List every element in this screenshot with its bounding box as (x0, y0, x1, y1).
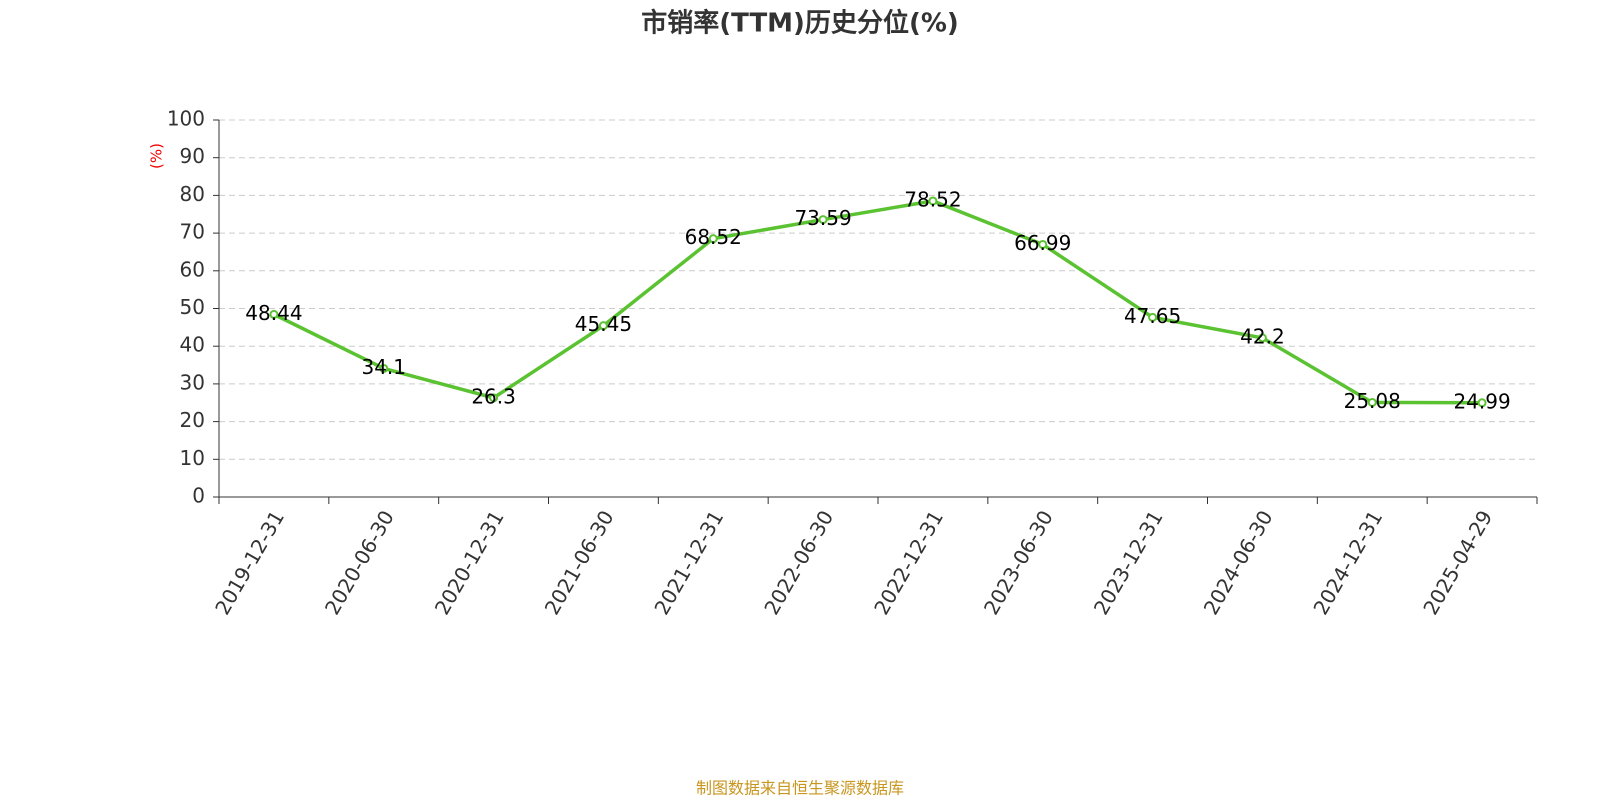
x-tick-label: 2025-04-29 (1418, 506, 1497, 619)
data-label: 24.99 (1453, 389, 1510, 413)
data-point (379, 363, 389, 373)
y-tick-label: 50 (180, 295, 205, 319)
data-label: 73.59 (794, 206, 851, 230)
data-point (1257, 333, 1267, 343)
data-point (1477, 398, 1487, 408)
data-label: 26.3 (471, 384, 516, 408)
data-point (489, 393, 499, 403)
y-tick-label: 100 (167, 107, 205, 131)
data-label: 78.52 (904, 187, 961, 211)
x-tick-label: 2023-06-30 (979, 506, 1058, 619)
y-tick-label: 30 (180, 370, 205, 394)
y-tick-label: 80 (180, 182, 205, 206)
data-label: 66.99 (1014, 231, 1071, 255)
x-tick-label: 2021-06-30 (540, 506, 619, 619)
data-point (928, 196, 938, 206)
data-point (708, 234, 718, 244)
data-label: 47.65 (1124, 304, 1181, 328)
data-point (1038, 239, 1048, 249)
data-label: 45.45 (575, 312, 632, 336)
x-tick-label: 2023-12-31 (1089, 506, 1168, 619)
data-label: 68.52 (685, 225, 742, 249)
x-tick-label: 2021-12-31 (649, 506, 728, 619)
data-point (598, 321, 608, 331)
y-tick-label: 70 (180, 220, 205, 244)
x-tick-label: 2024-12-31 (1308, 506, 1387, 619)
data-point (1148, 312, 1158, 322)
data-label: 34.1 (361, 355, 406, 379)
x-tick-label: 2022-06-30 (759, 506, 838, 619)
source-note: 制图数据来自恒生聚源数据库 (696, 779, 904, 798)
y-tick-label: 0 (192, 484, 205, 508)
data-point (818, 215, 828, 225)
y-tick-label: 10 (180, 446, 205, 470)
data-line (273, 199, 1483, 405)
data-label: 42.2 (1240, 324, 1285, 348)
x-tick-label: 2020-12-31 (430, 506, 509, 619)
data-label: 25.08 (1344, 389, 1401, 413)
x-tick-label: 2022-12-31 (869, 506, 948, 619)
data-label: 48.44 (245, 301, 302, 325)
y-tick-label: 40 (180, 333, 205, 357)
data-point (269, 309, 279, 319)
chart-title: 市销率(TTM)历史分位(%) (641, 8, 959, 39)
data-point (1367, 397, 1377, 407)
x-tick-label: 2020-06-30 (320, 506, 399, 619)
x-tick-label: 2024-06-30 (1199, 506, 1278, 619)
y-axis-label: (%) (148, 143, 166, 169)
x-tick-label: 2019-12-31 (210, 506, 289, 619)
y-tick-label: 60 (180, 257, 205, 281)
y-tick-label: 20 (180, 408, 205, 432)
y-tick-label: 90 (180, 144, 205, 168)
